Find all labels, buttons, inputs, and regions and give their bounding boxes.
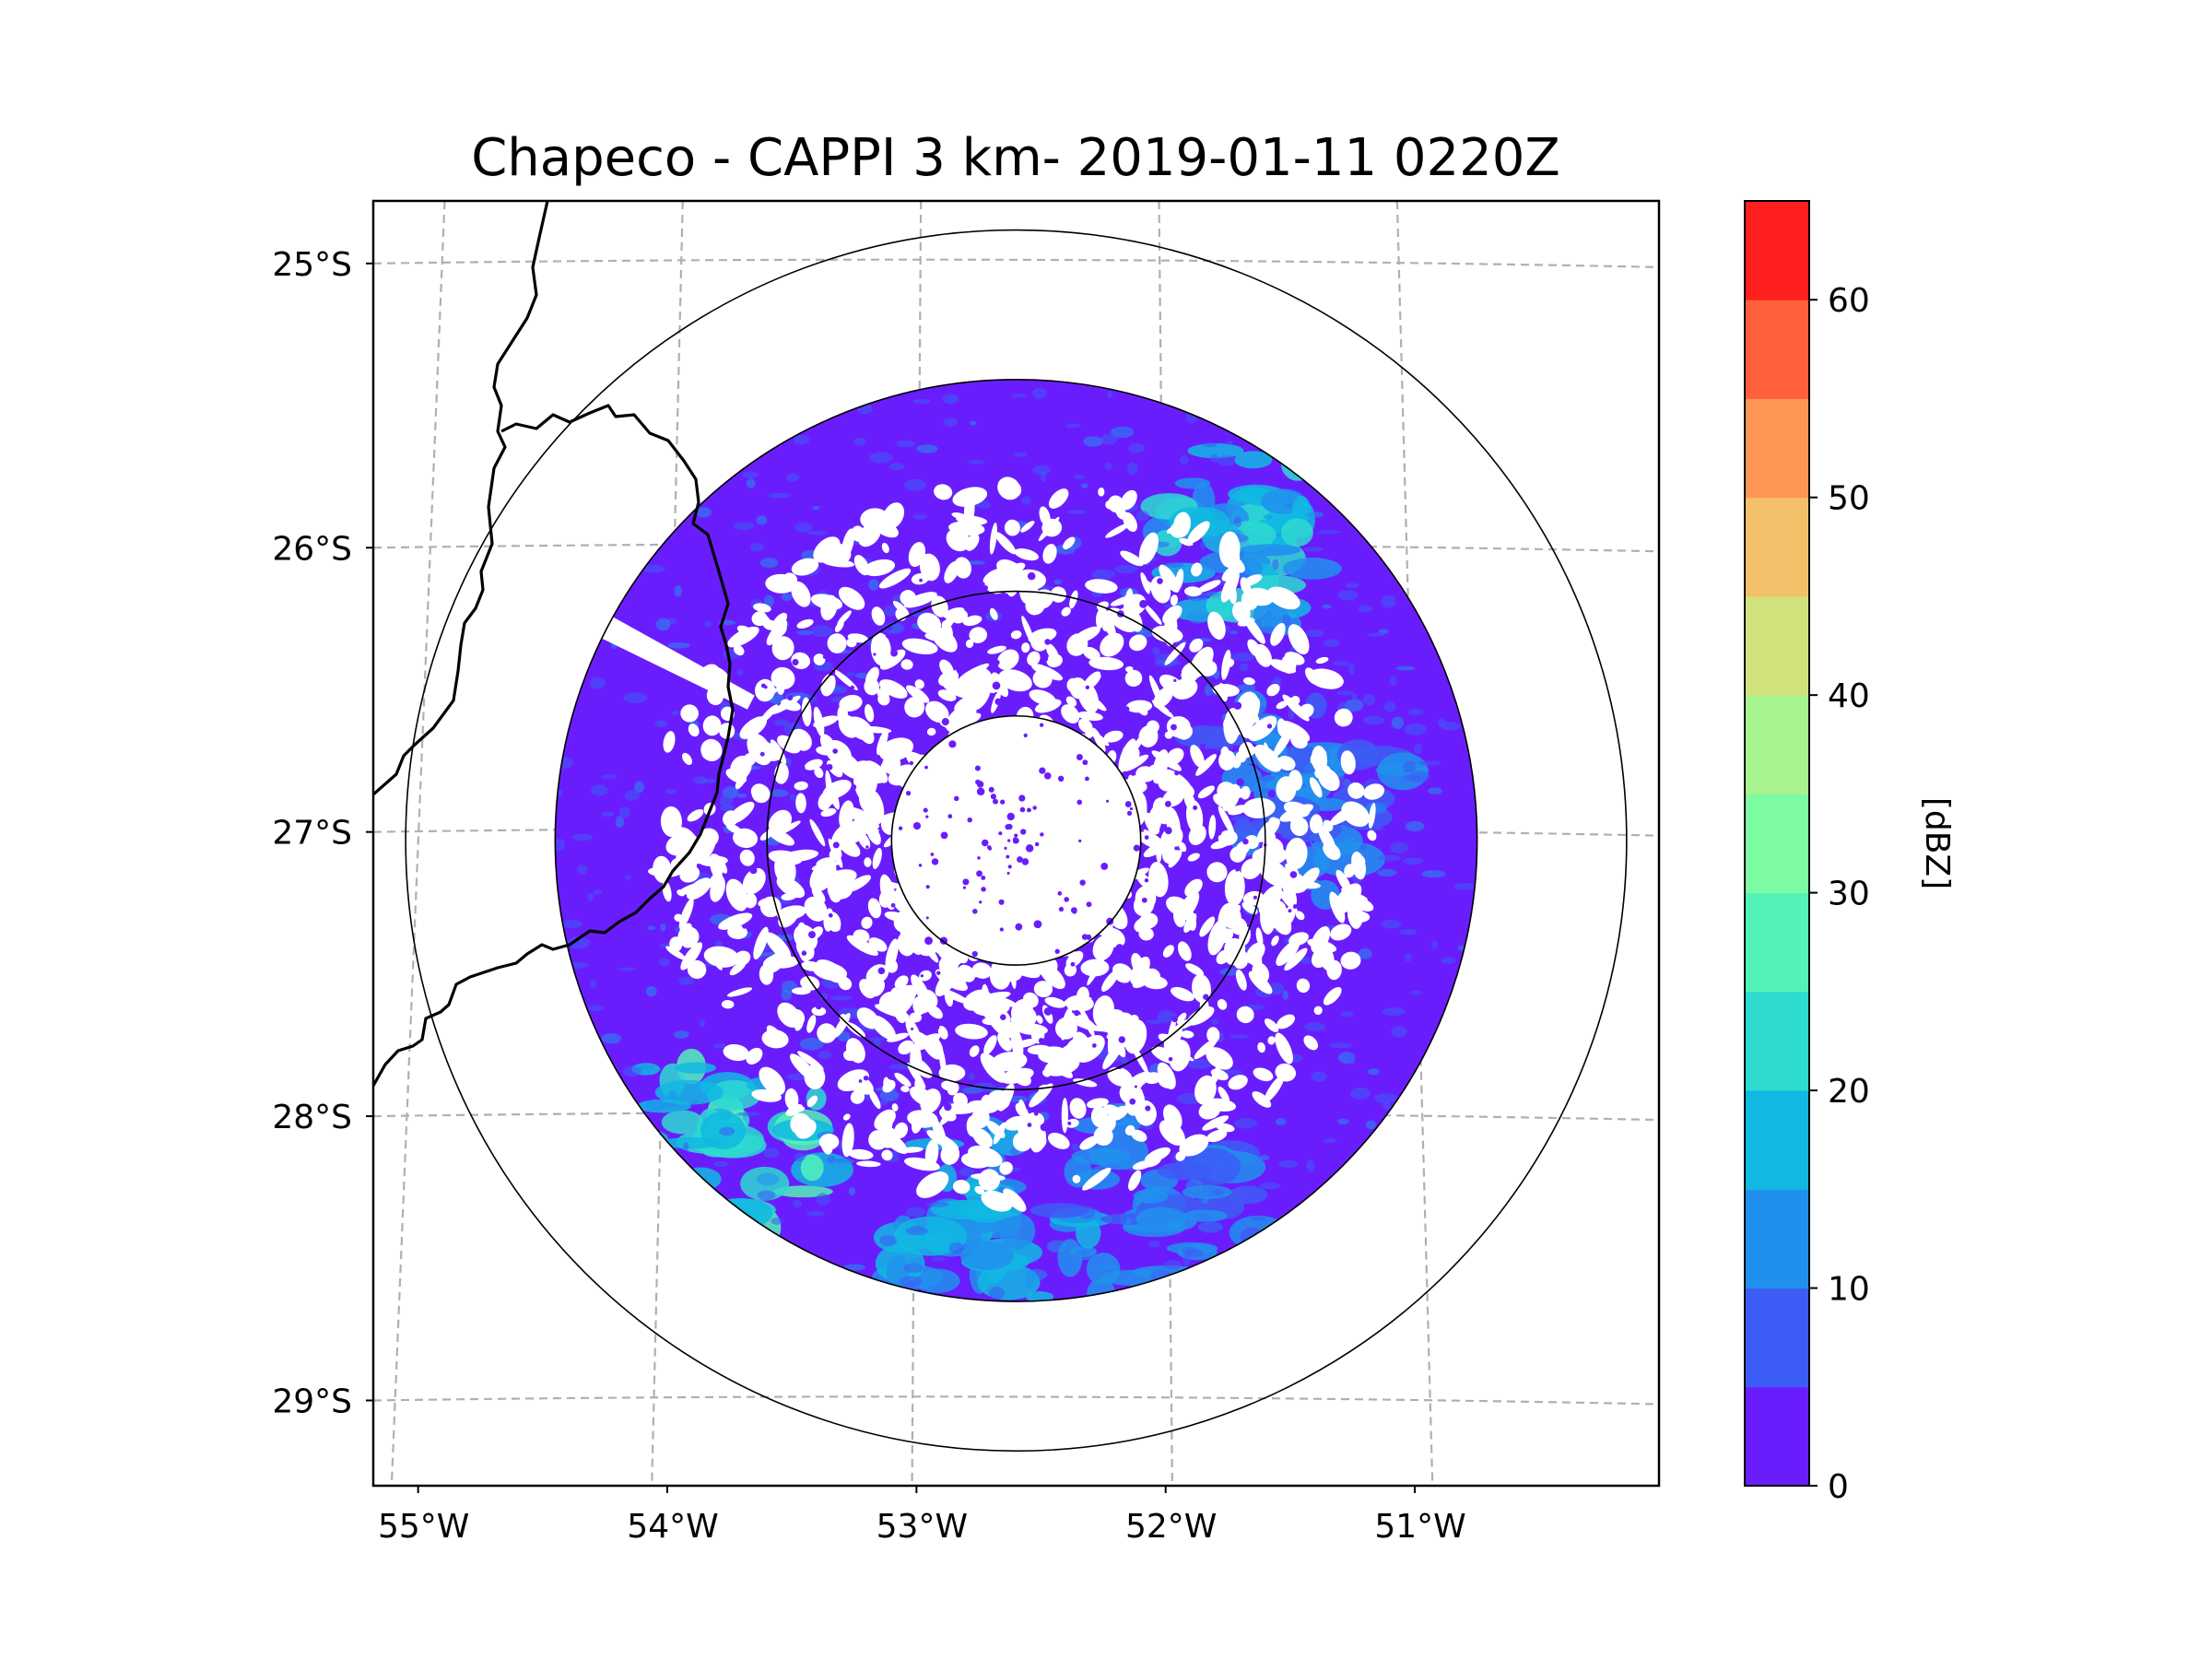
colorbar-tick-label: 0	[1828, 1468, 1849, 1506]
chart-title: Chapeco - CAPPI 3 km- 2019-01-11 0220Z	[471, 128, 1560, 188]
meridian-0	[390, 201, 446, 1486]
lon-tick-label: 52°W	[1125, 1508, 1217, 1546]
colorbar-ticks: 0 10 20 30 40 50 60	[1809, 282, 1870, 1506]
map-axes	[371, 199, 1661, 1488]
colorbar-bin	[1745, 991, 1809, 1091]
range-ring-0	[890, 714, 1142, 966]
lat-tick-label: 25°S	[272, 246, 352, 284]
colorbar-tick-label: 50	[1828, 480, 1870, 518]
axes-frame	[371, 199, 1661, 1488]
colorbar-bin	[1745, 1386, 1809, 1487]
colorbar-bin	[1745, 1288, 1809, 1388]
range-rings	[405, 229, 1628, 1453]
colorbar-tick-label: 20	[1828, 1073, 1870, 1111]
colorbar-bins	[1745, 201, 1809, 1487]
lat-tick-label: 28°S	[272, 1099, 352, 1136]
colorbar-bin	[1745, 497, 1809, 597]
border-paraguay-brazil	[373, 201, 549, 796]
lon-tick-label: 55°W	[378, 1508, 469, 1546]
lon-tick-label: 53°W	[877, 1508, 968, 1546]
lon-tick-label: 51°W	[1374, 1508, 1465, 1546]
colorbar-label: [dBZ]	[1918, 797, 1956, 889]
colorbar-bin	[1745, 595, 1809, 696]
range-ring-2	[554, 378, 1478, 1302]
longitude-tick-labels: 55°W 54°W 53°W 52°W 51°W	[378, 1486, 1466, 1546]
colorbar-bin	[1745, 201, 1809, 300]
colorbar-tick-label: 30	[1828, 876, 1870, 913]
lat-tick-label: 27°S	[272, 815, 352, 853]
no-echo-speckle	[647, 477, 1385, 1212]
parallel-4	[373, 1395, 1659, 1406]
lon-tick-label: 54°W	[627, 1508, 718, 1546]
colorbar-bin	[1745, 1189, 1809, 1289]
state-borders	[373, 201, 735, 1087]
radar-reflectivity-field	[555, 379, 1477, 1302]
colorbar-tick-label: 10	[1828, 1271, 1870, 1309]
colorbar-bin	[1745, 398, 1809, 499]
colorbar-bin	[1745, 695, 1809, 794]
colorbar-tick-label: 60	[1828, 282, 1870, 320]
beam-blockage-wedge	[590, 610, 755, 710]
range-ring-1	[766, 590, 1266, 1091]
colorbar-tick-label: 40	[1828, 677, 1870, 715]
colorbar: 0 10 20 30 40 50 60 [dBZ]	[1744, 200, 1956, 1506]
border-argentina-brazil	[373, 404, 735, 1087]
colorbar-bin	[1745, 892, 1809, 993]
colorbar-bin	[1745, 300, 1809, 399]
latitude-tick-labels: 25°S 26°S 27°S 28°S 29°S	[272, 246, 373, 1420]
lat-tick-label: 29°S	[272, 1382, 352, 1420]
lat-tick-label: 26°S	[272, 530, 352, 568]
colorbar-bin	[1745, 794, 1809, 894]
colorbar-bin	[1745, 1090, 1809, 1190]
colorbar-frame	[1744, 200, 1810, 1487]
range-ring-3	[405, 229, 1628, 1453]
parallel-0	[373, 258, 1659, 268]
